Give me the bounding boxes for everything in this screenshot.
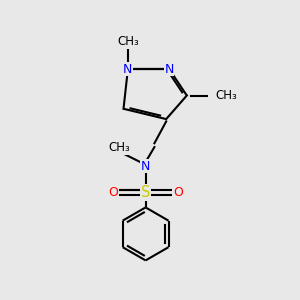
Text: CH₃: CH₃	[108, 141, 130, 154]
Text: N: N	[123, 62, 133, 76]
Text: S: S	[141, 185, 150, 200]
Text: O: O	[173, 186, 183, 199]
Text: N: N	[141, 160, 150, 173]
Text: N: N	[164, 62, 174, 76]
Text: O: O	[108, 186, 118, 199]
Text: CH₃: CH₃	[215, 89, 237, 102]
Text: CH₃: CH₃	[117, 35, 139, 48]
